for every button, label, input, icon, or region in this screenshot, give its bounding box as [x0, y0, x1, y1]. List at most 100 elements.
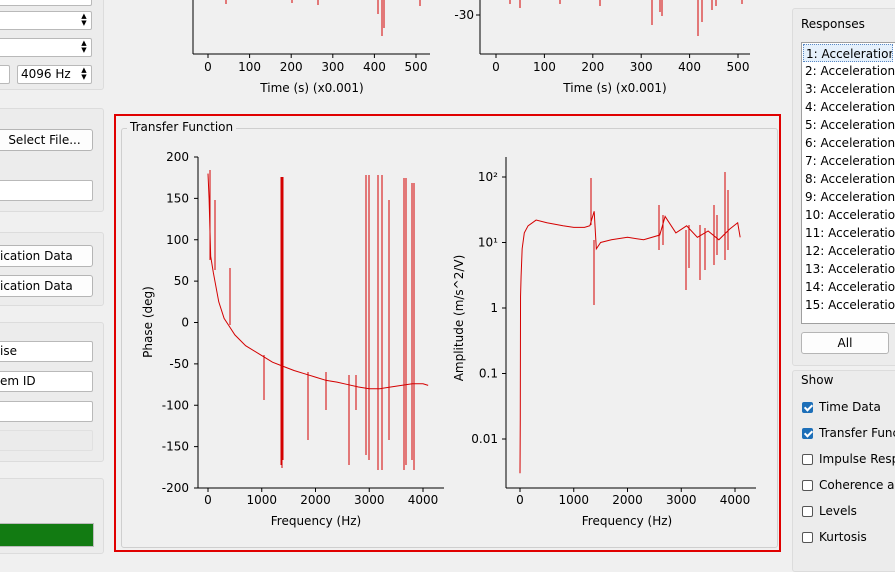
show-checkbox-label[interactable]: Transfer Func — [819, 426, 895, 440]
empty-field[interactable] — [0, 401, 93, 422]
sample-rate-value: 4096 Hz — [21, 67, 71, 81]
show-checkbox-label[interactable]: Kurtosis — [819, 530, 867, 544]
phase-xtick-label: 2000 — [300, 493, 331, 507]
phase-ytick-label: -50 — [169, 357, 189, 371]
spin-box-small[interactable] — [0, 65, 10, 84]
response-list-item[interactable]: 8: Acceleration — [805, 172, 895, 186]
responses-title: Responses — [801, 17, 865, 31]
response-list-item[interactable]: 9: Acceleration — [805, 190, 895, 204]
time-left-xtick-label: 500 — [405, 60, 428, 74]
progress-bar — [0, 523, 94, 547]
amp-xtick-label: 0 — [516, 493, 524, 507]
time-right-xtick-label: 300 — [630, 60, 653, 74]
phase-ytick-label: 200 — [166, 150, 189, 164]
transfer-function-title: Transfer Function — [127, 120, 237, 134]
select-file-button[interactable]: Select File... — [0, 129, 93, 151]
all-button[interactable]: All — [801, 332, 889, 354]
item-id-field[interactable]: em ID — [0, 371, 93, 392]
amp-ytick-label: 0.01 — [471, 432, 498, 446]
response-list-item[interactable]: 11: Acceleration — [805, 226, 895, 240]
spin-arrows-icon[interactable]: ▲ ▼ — [81, 12, 87, 27]
phase-xlabel: Frequency (Hz) — [271, 514, 362, 528]
amplitude-ylabel: Amplitude (m/s^2/V) — [452, 255, 466, 382]
response-list-item[interactable]: 7: Acceleration — [805, 154, 895, 168]
show-checkbox[interactable] — [802, 428, 813, 439]
time-right-xtick-label: 200 — [581, 60, 604, 74]
amplitude-series-line — [519, 211, 741, 474]
time-left-xtick-label: 100 — [238, 60, 261, 74]
phase-xtick-label: 1000 — [246, 493, 277, 507]
response-list-item[interactable]: 3: Acceleration — [805, 82, 895, 96]
combo-box-2[interactable]: ▲ ▼ — [0, 11, 92, 30]
show-checkbox[interactable] — [802, 506, 813, 517]
show-checkbox[interactable] — [802, 480, 813, 491]
amp-xtick-label: 3000 — [666, 493, 697, 507]
response-list-item[interactable]: 15: Acceleration — [805, 298, 895, 312]
responses-list[interactable] — [801, 42, 895, 324]
time-left-xtick-label: 200 — [280, 60, 303, 74]
amplitude-xlabel: Frequency (Hz) — [582, 514, 673, 528]
time-plot-left: 0 100 200 300 400 500 Time (s) (x0.001) — [192, 0, 430, 95]
time-left-xtick-label: 0 — [204, 60, 212, 74]
amp-xtick-label: 1000 — [558, 493, 589, 507]
phase-series-line — [207, 173, 429, 390]
calibration-data-button-1[interactable]: ication Data — [0, 245, 93, 267]
amplitude-plot: 10² 10¹ 1 0.1 0.01 0 1000 2000 3000 4000 Amplitu… — [452, 157, 756, 528]
spin-arrows-icon[interactable]: ▲ ▼ — [81, 66, 87, 81]
combo-box-1[interactable] — [0, 0, 92, 6]
response-list-item[interactable]: 10: Acceleration — [805, 208, 895, 222]
phase-xtick-label: 0 — [204, 493, 212, 507]
show-checkbox-label[interactable]: Coherence an — [819, 478, 895, 492]
phase-ytick-label: 100 — [166, 233, 189, 247]
response-list-item[interactable]: 4: Acceleration — [805, 100, 895, 114]
time-right-xtick-label: 500 — [727, 60, 750, 74]
response-list-item[interactable]: 5: Acceleration — [805, 118, 895, 132]
show-checkbox[interactable] — [802, 454, 813, 465]
calibration-data-button-2[interactable]: ication Data — [0, 275, 93, 297]
time-plot-right: -30 0 100 200 300 400 500 Time (s) (x0.001) — [454, 0, 750, 95]
show-checkbox-label[interactable]: Impulse Resp — [819, 452, 895, 466]
phase-ytick-label: 50 — [174, 274, 189, 288]
response-list-item[interactable]: 1: Acceleration — [803, 44, 893, 62]
amp-ytick-label: 0.1 — [479, 367, 498, 381]
show-title: Show — [801, 373, 834, 387]
combo-box-3[interactable]: ▲ ▼ — [0, 38, 92, 57]
phase-ytick-label: -200 — [162, 481, 189, 495]
phase-xtick-label: 3000 — [354, 493, 385, 507]
response-list-item[interactable]: 13: Acceleration — [805, 262, 895, 276]
response-list-item[interactable]: 6: Acceleration — [805, 136, 895, 150]
amp-xtick-label: 2000 — [612, 493, 643, 507]
show-checkbox[interactable] — [802, 402, 813, 413]
time-right-xtick-label: 100 — [533, 60, 556, 74]
progress-bar-fill — [0, 524, 93, 546]
phase-ytick-label: 0 — [181, 316, 189, 330]
response-list-item[interactable]: 12: Acceleration — [805, 244, 895, 258]
time-plot-right-ytick: -30 — [454, 8, 474, 22]
amp-ytick-label: 1 — [490, 301, 498, 315]
amp-ytick-label: 10¹ — [478, 236, 498, 250]
response-list-item[interactable]: 2: Acceleration — [805, 64, 895, 78]
show-checkbox-label[interactable]: Time Data — [819, 400, 881, 414]
time-left-xtick-label: 300 — [321, 60, 344, 74]
response-list-item[interactable]: 14: Acceleration — [805, 280, 895, 294]
noise-field[interactable]: ise — [0, 341, 93, 362]
time-right-xtick-label: 0 — [492, 60, 500, 74]
transfer-function-highlight — [114, 114, 781, 552]
time-left-xtick-label: 400 — [363, 60, 386, 74]
phase-ylabel: Phase (deg) — [141, 286, 155, 358]
time-plot-right-xlabel: Time (s) (x0.001) — [562, 81, 666, 95]
spin-arrows-icon[interactable]: ▲ ▼ — [81, 39, 87, 54]
time-plot-left-xlabel: Time (s) (x0.001) — [259, 81, 363, 95]
sample-rate-spinbox[interactable]: 4096 Hz ▲ ▼ — [17, 65, 92, 84]
phase-ytick-label: -100 — [162, 398, 189, 412]
show-checkbox-label[interactable]: Levels — [819, 504, 857, 518]
amp-ytick-label: 10² — [478, 170, 498, 184]
file-path-field[interactable] — [0, 180, 93, 201]
show-checkbox[interactable] — [802, 532, 813, 543]
transfer-function-groupbox — [121, 128, 778, 548]
amplitude-spikes — [590, 172, 729, 305]
phase-ytick-label: 150 — [166, 191, 189, 205]
disabled-field — [0, 430, 93, 451]
time-right-xtick-label: 400 — [678, 60, 701, 74]
phase-ytick-label: -150 — [162, 440, 189, 454]
